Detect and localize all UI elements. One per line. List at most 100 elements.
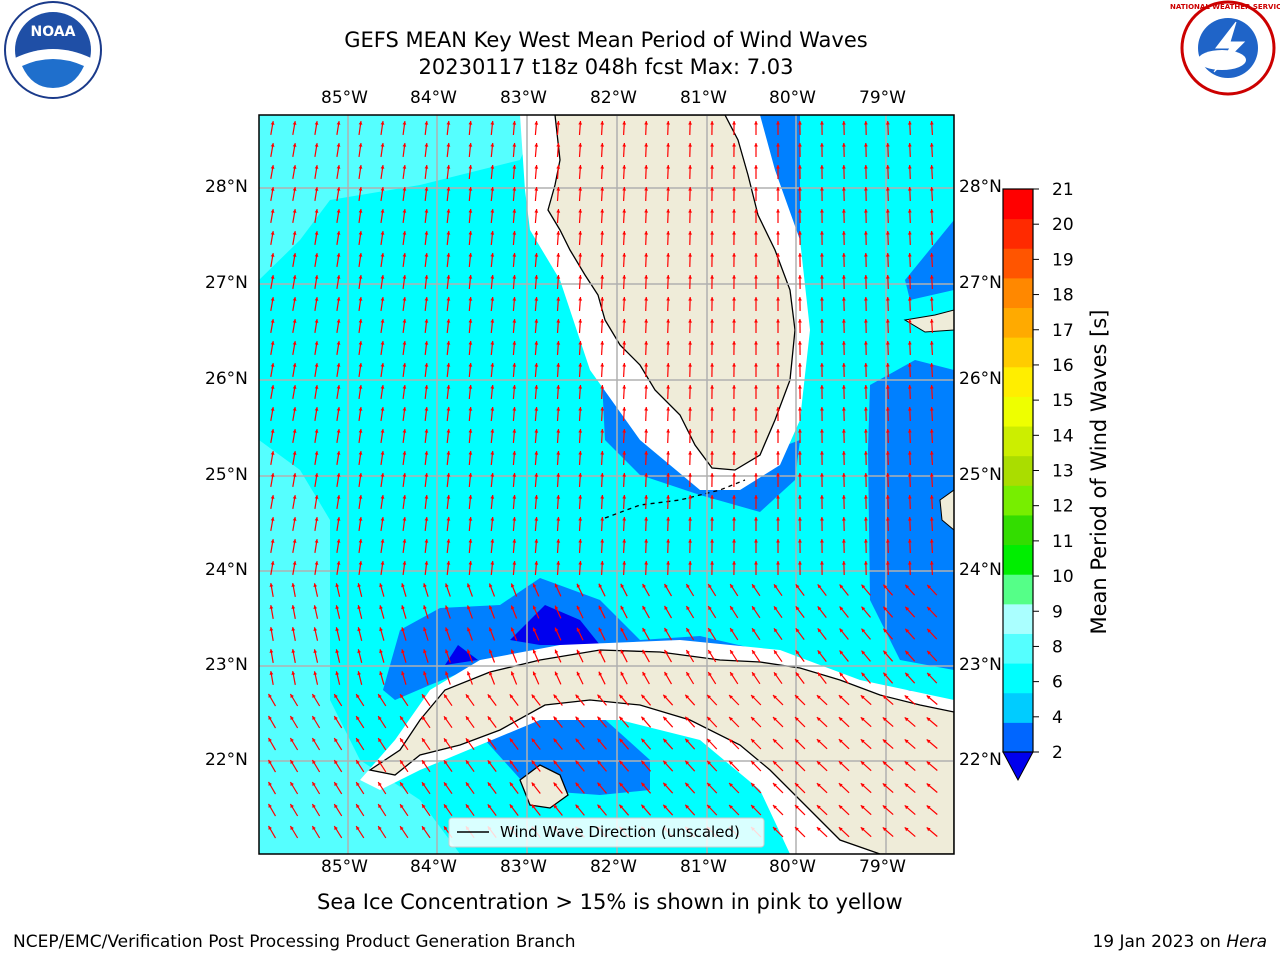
colorbar-segment (1003, 574, 1033, 605)
wave-direction-arrow (336, 539, 341, 553)
wave-direction-arrow (685, 649, 695, 663)
colorbar-segment (1003, 485, 1033, 516)
wave-direction-arrow (510, 671, 518, 685)
wave-direction-arrow (534, 538, 539, 554)
wave-direction-arrow (270, 362, 275, 378)
wave-direction-arrow (842, 450, 846, 466)
wave-direction-arrow (885, 120, 890, 136)
wave-direction-arrow (402, 451, 407, 465)
wave-direction-arrow (443, 715, 453, 729)
wave-direction-arrow (314, 407, 319, 421)
wave-direction-arrow (333, 715, 343, 729)
wave-direction-arrow (531, 804, 541, 816)
wave-direction-arrow (336, 561, 341, 575)
wave-direction-arrow (510, 583, 518, 597)
wave-direction-arrow (622, 560, 627, 576)
wave-direction-arrow (732, 318, 736, 334)
wave-direction-arrow (929, 186, 934, 202)
wave-direction-arrow (468, 318, 473, 334)
wave-direction-arrow (798, 428, 802, 444)
wave-direction-arrow (751, 671, 761, 685)
colorbar-under-arrow (1002, 751, 1034, 782)
wave-direction-arrow (754, 165, 758, 179)
wave-direction-arrow (838, 694, 850, 706)
wave-direction-arrow (467, 649, 473, 663)
wave-direction-arrow (929, 208, 934, 224)
lon-tick-label: 85°W (321, 88, 368, 108)
wave-direction-arrow (860, 760, 872, 772)
wave-direction-arrow (446, 560, 451, 576)
wave-direction-arrow (556, 340, 561, 356)
colorbar-segment (1003, 277, 1033, 309)
wave-direction-arrow (311, 759, 321, 773)
wave-direction-arrow (446, 208, 451, 224)
wave-direction-arrow (820, 318, 824, 334)
wave-direction-arrow (750, 782, 762, 794)
wave-direction-arrow (446, 472, 451, 488)
wave-direction-arrow (267, 737, 277, 751)
wave-direction-arrow (710, 538, 714, 554)
wave-direction-arrow (556, 362, 561, 378)
wave-direction-arrow (532, 671, 540, 685)
wave-direction-arrow (267, 825, 277, 839)
wave-direction-arrow (292, 560, 297, 576)
wave-direction-arrow (291, 648, 296, 664)
wave-direction-arrow (732, 142, 736, 158)
wave-direction-arrow (860, 694, 872, 706)
wave-direction-arrow (842, 428, 846, 444)
wave-direction-arrow (445, 605, 451, 619)
wave-direction-arrow (490, 406, 495, 422)
wave-direction-arrow (732, 340, 736, 356)
wave-direction-arrow (291, 582, 296, 598)
wave-direction-arrow (820, 340, 824, 356)
wave-direction-arrow (864, 230, 868, 246)
wave-direction-arrow (622, 186, 627, 202)
wave-direction-arrow (622, 252, 627, 268)
wave-direction-arrow (556, 252, 561, 268)
colorbar-tick-label: 12 (1052, 497, 1074, 517)
wave-direction-arrow (357, 627, 363, 641)
wave-direction-arrow (620, 649, 628, 663)
wave-direction-arrow (380, 517, 385, 531)
wave-direction-arrow (289, 781, 299, 795)
wave-direction-arrow (907, 362, 912, 378)
wave-direction-arrow (380, 451, 385, 465)
wave-direction-arrow (512, 186, 517, 202)
wave-direction-arrow (795, 672, 805, 684)
wave-direction-arrow (532, 605, 540, 619)
wave-direction-arrow (842, 384, 846, 400)
wave-direction-arrow (289, 803, 299, 817)
wave-direction-arrow (622, 362, 627, 378)
wave-direction-arrow (710, 450, 714, 466)
wave-direction-arrow (270, 406, 275, 422)
wave-direction-arrow (556, 318, 561, 334)
nws-logo: NATIONAL WEATHER SERVICE (1170, 0, 1280, 96)
wave-direction-arrow (864, 472, 868, 488)
wave-direction-arrow (885, 472, 890, 488)
wave-direction-arrow (776, 143, 780, 157)
wave-direction-arrow (688, 120, 692, 136)
wave-direction-arrow (578, 208, 583, 224)
wave-direction-arrow (490, 428, 495, 444)
wave-direction-arrow (553, 716, 563, 728)
wave-direction-arrow (907, 538, 912, 554)
wave-direction-arrow (816, 826, 828, 838)
wave-direction-arrow (578, 120, 583, 136)
wave-direction-arrow (578, 516, 583, 532)
wave-direction-arrow (640, 738, 652, 750)
wave-direction-arrow (292, 472, 297, 488)
wave-direction-arrow (380, 121, 385, 135)
footer-producer: NCEP/EMC/Verification Post Processing Pr… (13, 932, 576, 952)
wave-direction-arrow (729, 671, 739, 685)
wave-direction-arrow (929, 516, 934, 532)
wave-direction-arrow (512, 208, 517, 224)
wave-direction-arrow (402, 517, 407, 531)
wave-direction-arrow (707, 605, 717, 619)
colorbar-segment (1003, 514, 1033, 546)
wave-direction-arrow (487, 804, 497, 816)
wave-direction-arrow (267, 781, 277, 795)
wave-direction-arrow (313, 627, 319, 641)
wave-direction-arrow (600, 340, 605, 356)
wave-direction-arrow (336, 253, 341, 267)
wave-direction-arrow (904, 606, 916, 618)
